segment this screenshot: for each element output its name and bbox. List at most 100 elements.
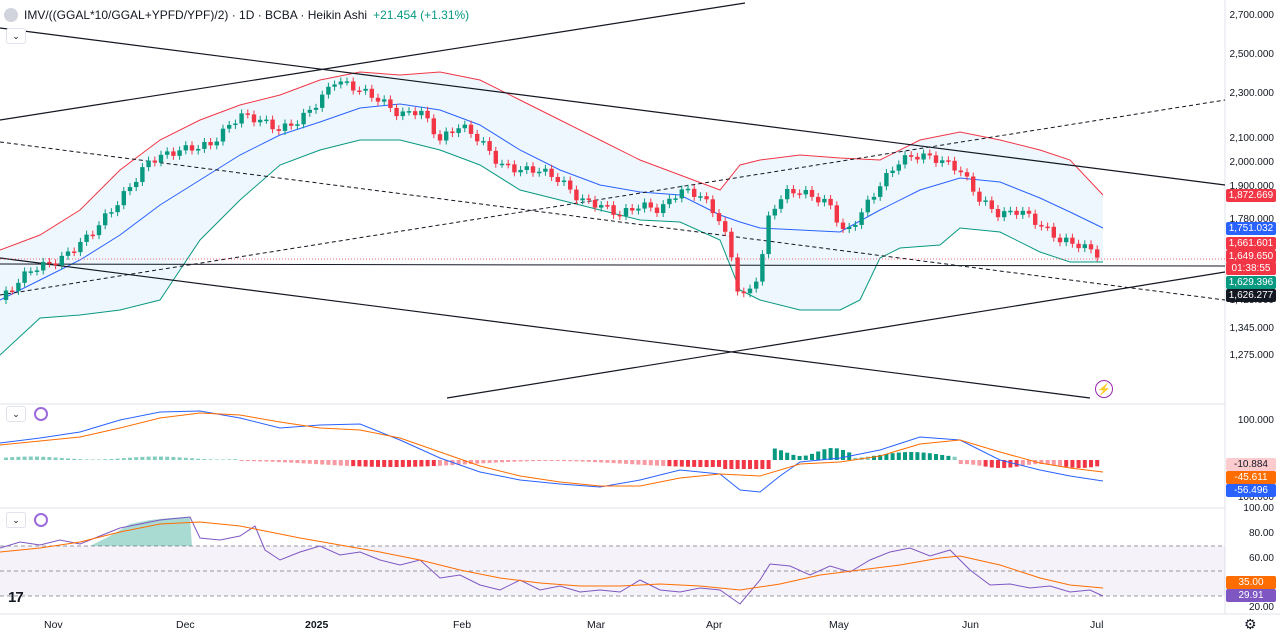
candle-body <box>134 181 139 188</box>
candle-body <box>462 124 467 129</box>
candle-body <box>1008 210 1013 213</box>
macd-bar <box>264 460 269 462</box>
macd-bar <box>140 456 145 460</box>
countdown-tag: 01:38:55 <box>1226 262 1276 275</box>
time-axis-label: Feb <box>453 619 472 631</box>
macd-bar <box>351 460 356 467</box>
candle-body <box>822 198 827 203</box>
macd-bar <box>239 460 244 462</box>
candle-body <box>109 212 114 214</box>
candle-body <box>964 172 970 177</box>
macd-bar <box>59 457 64 460</box>
macd-bar <box>258 460 263 462</box>
macd-bar <box>884 454 889 460</box>
macd-bar <box>233 459 238 460</box>
macd-bar <box>221 459 225 460</box>
macd-bar <box>977 460 982 466</box>
macd-bar <box>562 460 566 462</box>
macd-bar <box>568 460 573 462</box>
symbol-title[interactable]: IMV/((GGAL*10/GGAL+YPFD/YPF)/2) · 1D · B… <box>24 8 368 22</box>
candle-body <box>977 191 982 202</box>
macd-bar <box>865 456 870 460</box>
macd-bar <box>90 459 95 460</box>
candle-body <box>890 170 895 174</box>
rsi-overbought-fill <box>90 517 192 546</box>
candle-body <box>1064 237 1069 243</box>
candle-body <box>28 271 33 273</box>
candle-body <box>34 270 40 272</box>
candle-body <box>351 81 356 91</box>
candle-body <box>388 99 393 108</box>
candle-body <box>865 199 870 213</box>
macd-bar <box>723 460 728 469</box>
lightning-icon[interactable]: ⚡ <box>1095 380 1113 398</box>
collapse-main-button[interactable]: ⌄ <box>6 28 26 44</box>
candle-body <box>140 167 145 182</box>
candle-body <box>803 189 808 195</box>
candle-body <box>617 214 622 217</box>
candle-body <box>344 81 350 83</box>
candle-body <box>921 153 926 160</box>
macd-bar <box>376 460 380 467</box>
macd-bar <box>989 460 994 468</box>
macd-bar <box>493 460 498 463</box>
macd-bar <box>1002 460 1007 468</box>
macd-bar <box>413 460 418 467</box>
candle-body <box>214 141 219 146</box>
macd-bar <box>679 460 684 467</box>
candle-body <box>636 208 641 211</box>
candle-body <box>834 205 839 223</box>
candle-body <box>406 111 412 113</box>
candle-body <box>227 124 232 129</box>
gear-icon[interactable]: ⚙ <box>1244 616 1257 632</box>
macd-bar <box>586 460 591 462</box>
macd-bar <box>134 457 139 460</box>
candlestick-series <box>3 77 1100 304</box>
candle-body <box>394 107 399 117</box>
price-axis-label: 2,700.000 <box>1229 10 1275 21</box>
candle-body <box>65 251 71 256</box>
rsi-axis-label: 80.00 <box>1248 528 1274 539</box>
tradingview-logo[interactable]: 17 <box>8 589 24 606</box>
candle-body <box>828 198 833 206</box>
chevron-down-icon: ⌄ <box>12 30 20 41</box>
macd-bar <box>72 458 77 460</box>
price-tag-high: 1,661.601 <box>1226 237 1276 250</box>
macd-bar <box>630 460 635 465</box>
symbol-logo-icon <box>4 8 18 22</box>
candle-body <box>208 141 213 146</box>
candle-body <box>251 114 257 123</box>
candle-body <box>871 196 877 200</box>
candle-body <box>202 141 207 149</box>
collapse-macd-button[interactable]: ⌄ <box>6 406 26 422</box>
candle-body <box>1082 244 1087 249</box>
macd-bar <box>704 460 709 467</box>
candle-body <box>859 212 864 225</box>
macd-bar <box>4 457 8 460</box>
macd-bar <box>735 460 740 469</box>
macd-bar <box>103 459 108 460</box>
time-axis-label: 2025 <box>305 619 329 631</box>
macd-bar <box>655 460 659 466</box>
macd-bar <box>177 457 182 460</box>
candle-body <box>121 191 126 206</box>
refresh-icon[interactable] <box>34 407 48 421</box>
candle-body <box>90 234 95 237</box>
candle-body <box>289 123 294 126</box>
candle-body <box>766 215 771 255</box>
rsi-axis-label: 60.00 <box>1248 553 1274 564</box>
bollinger-band-fill <box>0 72 1103 355</box>
macd-bar <box>121 458 126 460</box>
macd-bar <box>357 460 362 467</box>
candle-body <box>760 254 765 282</box>
candle-body <box>165 151 170 155</box>
candle-body <box>909 155 914 157</box>
candle-body <box>896 164 901 171</box>
macd-bar <box>834 448 839 460</box>
collapse-rsi-button[interactable]: ⌄ <box>6 512 26 528</box>
refresh-icon[interactable] <box>34 513 48 527</box>
candle-body <box>791 188 796 194</box>
candle-body <box>16 282 21 291</box>
macd-bar <box>965 460 969 465</box>
